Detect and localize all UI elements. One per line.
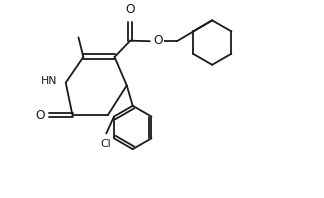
Text: Cl: Cl [100,139,111,149]
Text: O: O [154,34,164,47]
Text: HN: HN [40,76,57,86]
Text: O: O [125,3,135,16]
Text: O: O [36,109,45,122]
